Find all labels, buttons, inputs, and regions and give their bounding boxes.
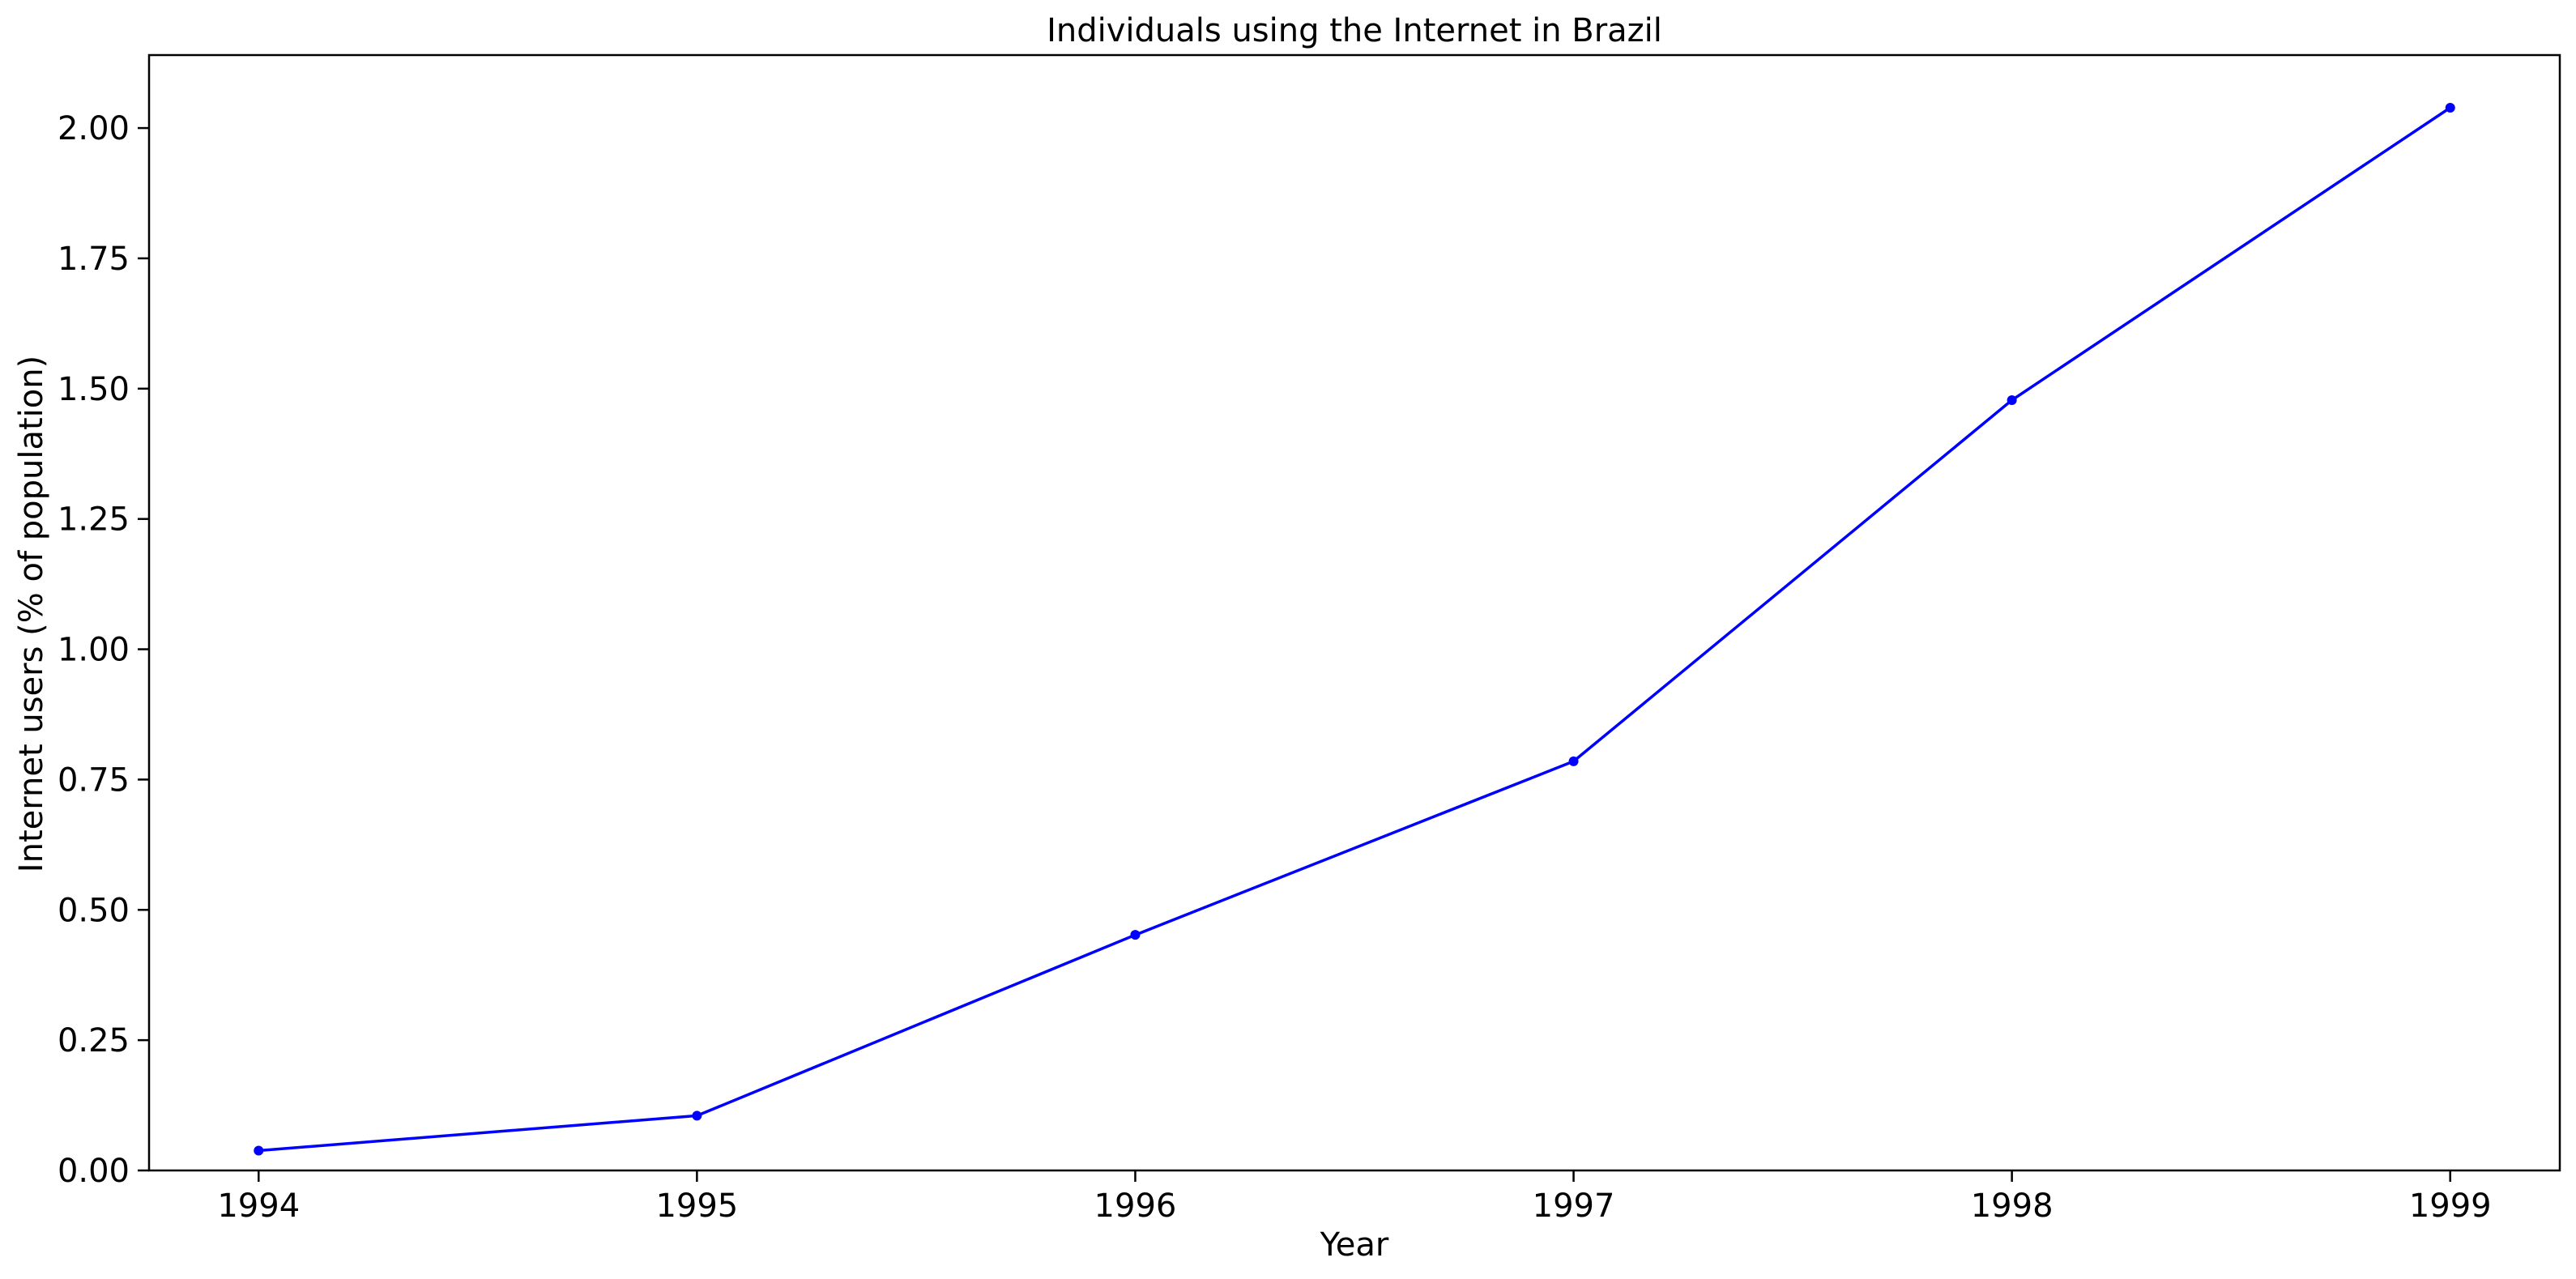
y-tick-label: 1.25 (58, 501, 130, 539)
y-tick-label: 0.75 (58, 761, 130, 799)
x-tick-label: 1995 (655, 1187, 738, 1225)
x-axis-label: Year (1320, 1226, 1389, 1264)
chart-title: Individuals using the Internet in Brazil (1047, 12, 1662, 49)
x-tick-label: 1997 (1533, 1187, 1615, 1225)
data-point (254, 1145, 264, 1156)
y-axis-ticks: 0.00 0.25 0.50 0.75 1.00 1.25 1.50 1.75 2.00 (58, 110, 149, 1190)
y-tick-label: 1.75 (58, 241, 130, 278)
plot-frame (147, 53, 2561, 1172)
y-axis-label: Internet users (% of population) (13, 356, 50, 872)
y-tick-label: 0.25 (58, 1022, 130, 1059)
data-point (692, 1111, 702, 1121)
y-tick-label: 2.00 (58, 110, 130, 147)
y-tick-label: 0.00 (58, 1153, 130, 1190)
data-point (2007, 394, 2017, 405)
x-tick-label: 1994 (217, 1187, 300, 1225)
plot-area (147, 53, 2561, 1172)
data-point (1568, 756, 1579, 766)
x-tick-label: 1996 (1094, 1187, 1177, 1225)
data-point (1130, 930, 1141, 940)
data-point (2445, 102, 2455, 113)
y-tick-label: 1.00 (58, 632, 130, 669)
x-tick-label: 1998 (1971, 1187, 2054, 1225)
x-tick-label: 1999 (2409, 1187, 2492, 1225)
y-tick-label: 1.50 (58, 371, 130, 408)
y-tick-label: 0.50 (58, 892, 130, 929)
x-axis-ticks: 1994 1995 1996 1997 1998 1999 (217, 1170, 2492, 1225)
series-line (257, 106, 2452, 1153)
